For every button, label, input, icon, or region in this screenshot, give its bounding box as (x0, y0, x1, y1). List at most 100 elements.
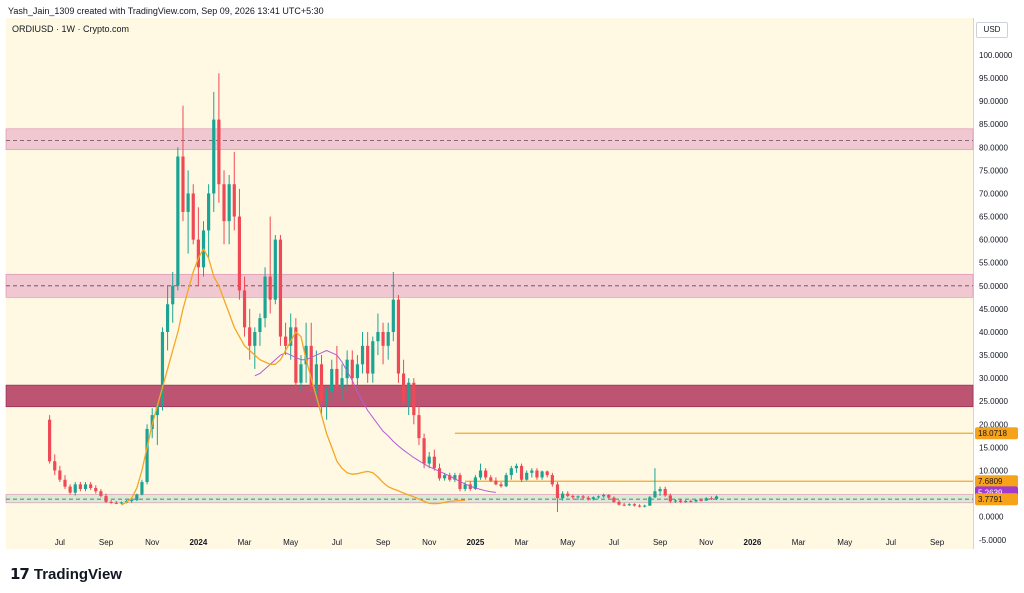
candle-body (104, 495, 108, 502)
candle-body (617, 501, 621, 505)
candle-body (673, 500, 678, 502)
candle-body (304, 345, 308, 365)
candle-body (294, 327, 298, 383)
candle-body (627, 504, 631, 506)
candle-body (314, 364, 318, 388)
candle-body (391, 299, 395, 332)
candle-body (181, 156, 185, 212)
candle-body (699, 500, 703, 502)
y-tick-label: 90.0000 (979, 97, 1008, 106)
candle-body (289, 327, 293, 346)
candle-body (632, 504, 637, 506)
candle-body (484, 470, 488, 478)
candle-body (335, 368, 339, 388)
candle-body (94, 488, 98, 492)
candle-body (135, 494, 139, 501)
candle-body (63, 479, 67, 487)
candle-body (684, 500, 688, 502)
candle-body (227, 184, 231, 222)
currency-button[interactable]: USD (976, 22, 1008, 38)
candle-body (494, 480, 498, 485)
price-tag (975, 493, 1018, 506)
y-tick-label: 55.0000 (979, 259, 1008, 268)
price-axis[interactable] (973, 18, 1024, 549)
candle-body (478, 470, 483, 478)
candle-body (514, 465, 519, 469)
zone-band (5, 384, 974, 408)
zones-layer (5, 128, 974, 504)
candle-body (83, 484, 88, 489)
x-tick-label: Mar (238, 538, 252, 547)
y-tick-label: 95.0000 (979, 74, 1008, 83)
candle-body (555, 484, 560, 499)
y-tick-label: 25.0000 (979, 397, 1008, 406)
candle-body (509, 468, 513, 476)
candle-body (576, 496, 580, 498)
candle-body (366, 345, 370, 374)
candle-body (407, 382, 411, 402)
candle-body (607, 494, 611, 498)
x-tick-label: Sep (99, 538, 114, 547)
candle-body (350, 359, 354, 379)
candle-body (355, 364, 359, 379)
candle-body (242, 290, 247, 328)
candle-body (345, 359, 349, 379)
price-tag-label: 5.2639 (978, 488, 1003, 497)
y-tick-label: 80.0000 (979, 143, 1008, 152)
x-tick-label: 2025 (466, 538, 484, 547)
y-tick-label: 50.0000 (979, 282, 1008, 291)
candle-body (68, 486, 72, 493)
x-tick-label: 2024 (189, 538, 207, 547)
levels-layer (454, 432, 973, 482)
tradingview-logo-text: TradingView (33, 565, 122, 583)
candle-body (581, 496, 585, 498)
candle-body (376, 331, 380, 342)
candle-body (709, 498, 713, 500)
candle-body (222, 184, 226, 222)
candle-body (340, 378, 344, 388)
y-tick-label: 20.0000 (979, 420, 1008, 429)
candle-body (299, 364, 303, 383)
candle-body (432, 456, 436, 469)
candle-body (658, 488, 662, 492)
candle-body (596, 496, 601, 498)
candle-body (535, 470, 539, 478)
x-tick-label: May (837, 538, 852, 547)
candle-body (130, 500, 134, 502)
candle-body (489, 477, 493, 481)
candle-body (268, 276, 272, 300)
candle-body (253, 331, 257, 346)
candle-body (602, 494, 606, 497)
candle-body (448, 475, 452, 480)
y-tick-label: 75.0000 (979, 166, 1008, 175)
candle-body (530, 470, 534, 473)
candle-body (540, 471, 544, 478)
candle-body (381, 331, 385, 346)
zone-band (5, 128, 974, 150)
x-tick-label: Mar (515, 538, 529, 547)
x-tick-label: Sep (930, 538, 945, 547)
x-tick-label: Sep (376, 538, 391, 547)
candle-body (78, 484, 82, 489)
x-tick-label: 2026 (744, 538, 762, 547)
ema-fast-line (121, 248, 466, 506)
candle-body (591, 497, 595, 500)
price-tag (975, 475, 1018, 488)
candle-body (586, 497, 590, 500)
candle-body (58, 470, 62, 480)
candle-body (545, 471, 549, 476)
candlestick-chart[interactable]: 100.0000 95.0000 90.0000 85.0000 80.0000 75.0… (0, 0, 1024, 560)
candle-body (561, 493, 565, 499)
y-axis-ticks: 100.0000 95.0000 90.0000 85.0000 80.0000 75.0… (979, 51, 1013, 545)
candle-body (207, 193, 211, 231)
y-tick-label: 85.0000 (979, 120, 1008, 129)
candle-body (473, 477, 477, 489)
candle-body (309, 345, 313, 388)
candle-body (637, 505, 642, 507)
candle-body (401, 373, 406, 402)
candle-body (212, 119, 216, 194)
candle-body (427, 456, 431, 464)
candle-body (714, 496, 719, 500)
candle-body (155, 405, 159, 416)
